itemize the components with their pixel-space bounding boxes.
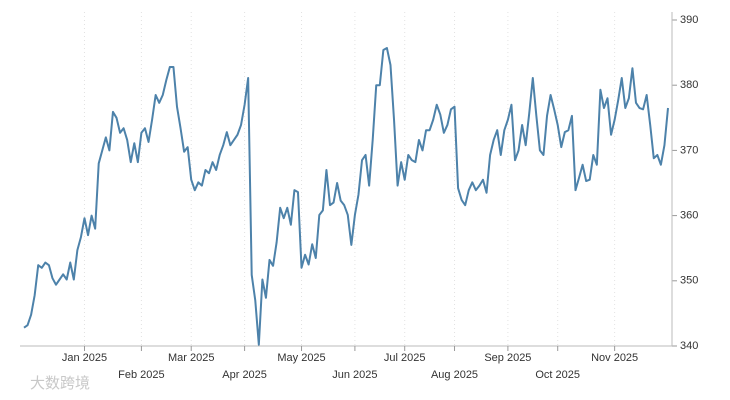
y-tick-label: 360 <box>680 210 698 222</box>
x-tick-label: May 2025 <box>277 352 325 364</box>
x-tick-label: Jul 2025 <box>384 352 426 364</box>
x-tick-label: Oct 2025 <box>535 369 580 381</box>
x-tick-label: Apr 2025 <box>222 369 267 381</box>
y-tick-label: 390 <box>680 14 698 26</box>
y-tick-label: 380 <box>680 79 698 91</box>
x-tick-label: Aug 2025 <box>431 369 478 381</box>
x-tick-label: Sep 2025 <box>484 352 531 364</box>
x-tick-label: Mar 2025 <box>168 352 214 364</box>
x-tick-label: Nov 2025 <box>591 352 638 364</box>
x-tick-label: Jan 2025 <box>62 352 107 364</box>
y-tick-label: 350 <box>680 275 698 287</box>
x-tick-label: Jun 2025 <box>332 369 377 381</box>
y-tick-label: 340 <box>680 340 698 352</box>
watermark: 大数跨境 <box>30 374 90 392</box>
x-tick-label: Feb 2025 <box>118 369 164 381</box>
y-tick-label: 370 <box>680 144 698 156</box>
line <box>23 47 669 346</box>
